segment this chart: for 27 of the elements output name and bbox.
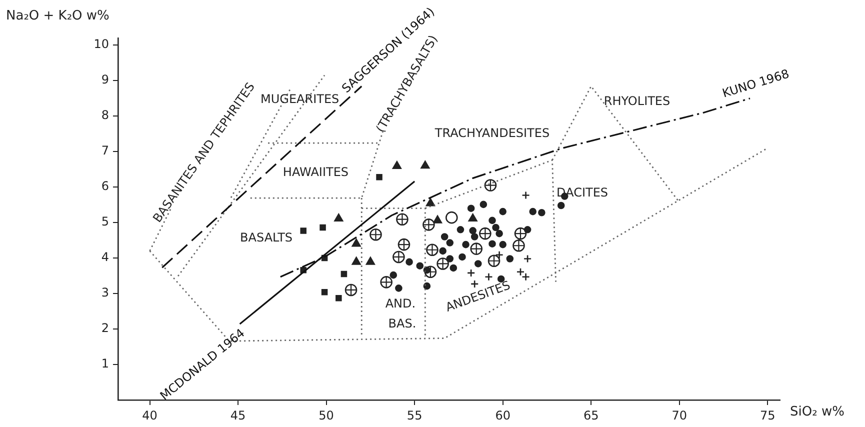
annotation: RHYOLITES xyxy=(604,94,670,108)
y-tick-label: 2 xyxy=(101,321,109,336)
annotation: HAWAIITES xyxy=(282,164,349,179)
text: KUNO 1968 xyxy=(720,66,791,100)
y-tick-label: 4 xyxy=(101,250,109,264)
y-axis-title: Na₂O + K₂O w% xyxy=(6,8,110,24)
y-tick-label: 3 xyxy=(101,286,109,300)
annotation: BASALTS xyxy=(240,230,293,245)
x-tick-label: 50 xyxy=(318,408,334,422)
y-tick-label: 7 xyxy=(101,144,109,158)
annotation: MUGEARITES xyxy=(260,92,340,106)
y-tick-label: 10 xyxy=(94,37,109,52)
x-tick-label: 75 xyxy=(760,408,776,422)
annotation: BAS. xyxy=(388,316,416,331)
x-axis-title: SiO₂ w% xyxy=(790,404,844,420)
x-tick-label: 40 xyxy=(142,408,158,422)
y-tick-label: 8 xyxy=(101,108,109,122)
y-tick-label: 5 xyxy=(101,214,109,229)
y-tick-label: 9 xyxy=(101,72,109,87)
x-tick-label: 45 xyxy=(230,408,246,422)
x-tick-label: 55 xyxy=(406,408,422,422)
y-tick-label: 1 xyxy=(101,356,109,371)
x-tick-label: 70 xyxy=(672,408,688,422)
y-tick-label: 6 xyxy=(101,179,109,194)
x-tick-label: 65 xyxy=(583,408,599,422)
x-tick-label: 60 xyxy=(495,408,510,422)
annotation: AND. xyxy=(385,296,416,310)
